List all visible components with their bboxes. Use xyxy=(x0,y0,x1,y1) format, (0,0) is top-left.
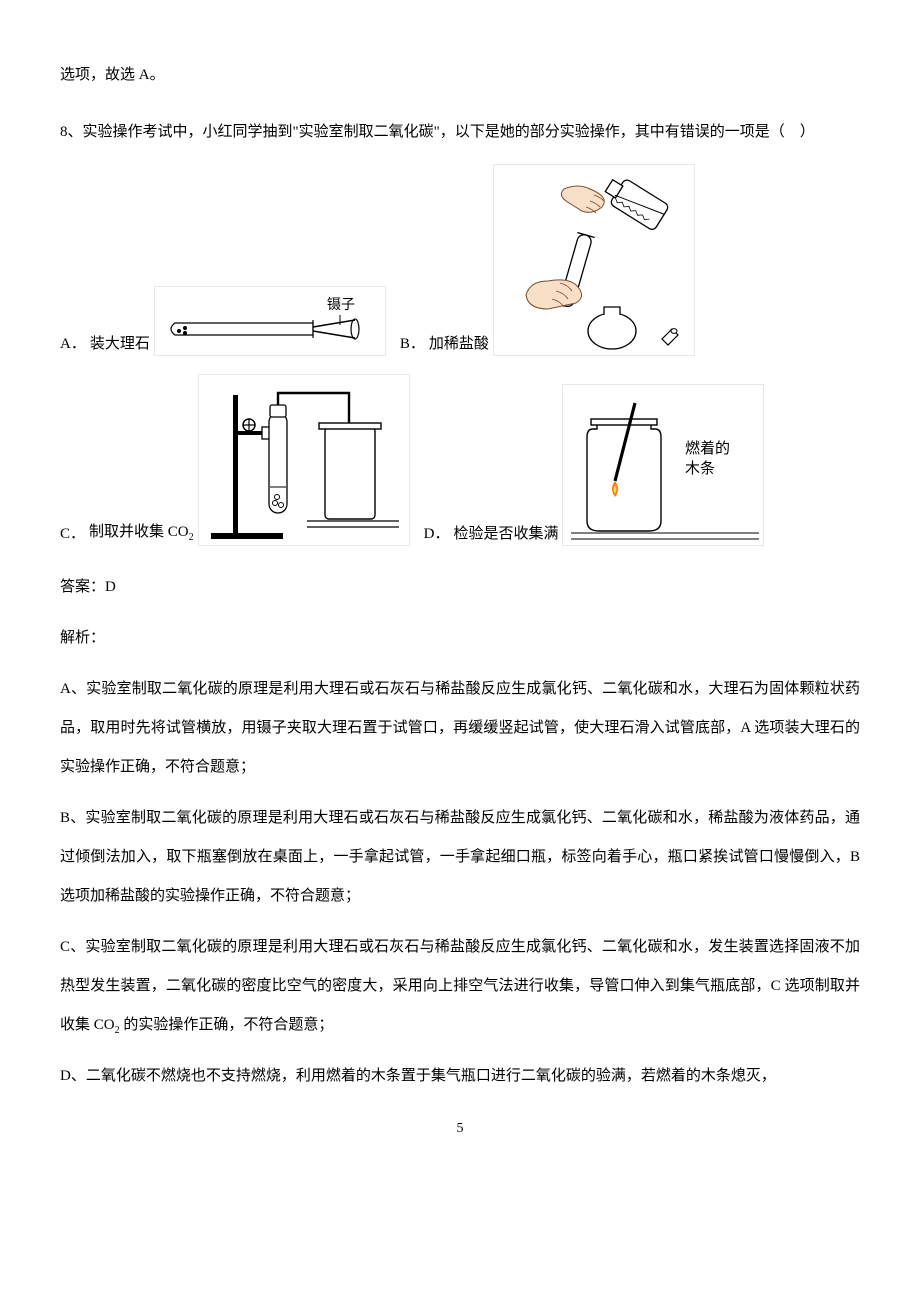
figure-d-label-1: 燃着的 xyxy=(685,439,730,457)
analysis-heading: 解析： xyxy=(60,619,860,658)
figure-d-label-2: 木条 xyxy=(685,460,715,477)
option-b-text: 加稀盐酸 xyxy=(429,332,489,356)
figure-a-label: 镊子 xyxy=(327,297,355,313)
option-row-cd: C． 制取并收集 CO2 xyxy=(60,374,860,546)
option-c-text: 制取并收集 CO2 xyxy=(89,520,194,546)
check-full-icon: 燃着的 木条 xyxy=(563,385,763,545)
figure-d: 燃着的 木条 xyxy=(562,384,764,546)
test-tube-tweezers-icon: 镊子 xyxy=(155,287,385,355)
option-a-text: 装大理石 xyxy=(90,332,150,356)
option-a-prefix: A． xyxy=(60,332,86,356)
analysis-c: C、实验室制取二氧化碳的原理是利用大理石或石灰石与稀盐酸反应生成氯化钙、二氧化碳… xyxy=(60,928,860,1045)
figure-a: 镊子 xyxy=(154,286,386,356)
analysis-c-tail: 的实验操作正确，不符合题意； xyxy=(120,1017,334,1033)
gas-collection-icon xyxy=(199,375,409,545)
figure-b xyxy=(493,164,695,356)
option-row-ab: A． 装大理石 镊子 B． 加稀盐酸 xyxy=(60,164,860,356)
option-d-text: 检验是否收集满 xyxy=(453,522,558,546)
page-number: 5 xyxy=(60,1122,860,1136)
analysis-d: D、二氧化碳不燃烧也不支持燃烧，利用燃着的木条置于集气瓶口进行二氧化碳的验满，若… xyxy=(60,1057,860,1096)
option-d-prefix: D． xyxy=(424,522,450,546)
pour-liquid-icon xyxy=(494,165,694,355)
analysis-a: A、实验室制取二氧化碳的原理是利用大理石或石灰石与稀盐酸反应生成氯化钙、二氧化碳… xyxy=(60,670,860,787)
analysis-b: B、实验室制取二氧化碳的原理是利用大理石或石灰石与稀盐酸反应生成氯化钙、二氧化碳… xyxy=(60,799,860,916)
question-stem: 8、实验操作考试中，小红同学抽到"实验室制取二氧化碳"，以下是她的部分实验操作，… xyxy=(60,113,860,152)
figure-c xyxy=(198,374,410,546)
answer-line: 答案：D xyxy=(60,568,860,607)
prev-answer-tail: 选项，故选 A。 xyxy=(60,56,860,95)
option-c-prefix: C． xyxy=(60,522,85,546)
option-b-prefix: B． xyxy=(400,332,425,356)
